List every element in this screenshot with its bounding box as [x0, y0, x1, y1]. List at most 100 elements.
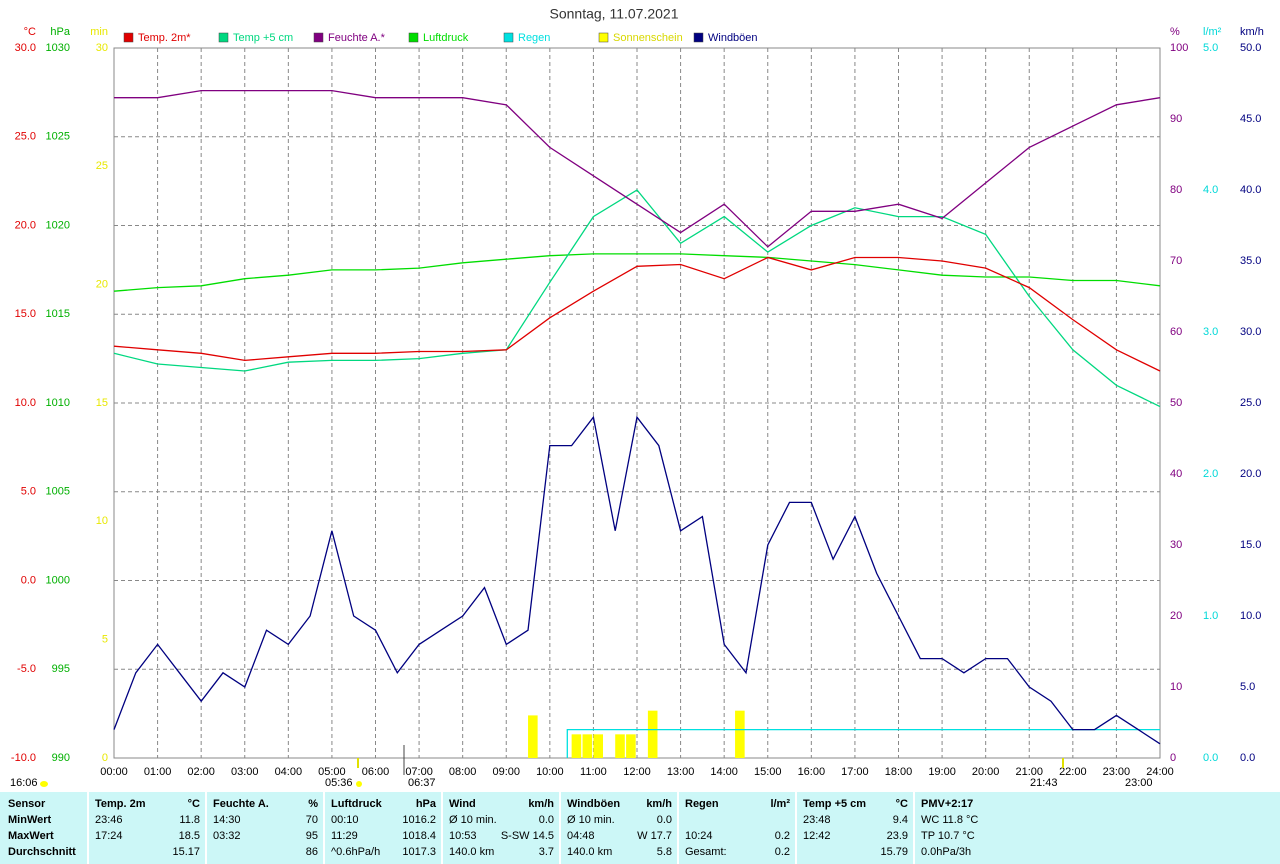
- stats-cell: 03:32: [213, 830, 241, 842]
- stats-cell: 15.17: [172, 846, 200, 858]
- x-tick-label: 06:00: [362, 766, 390, 778]
- stats-cell: 14:30: [213, 814, 241, 826]
- x-tick-label: 03:00: [231, 766, 259, 778]
- chart-title: Sonntag, 11.07.2021: [550, 6, 679, 22]
- legend-label: Regen: [518, 32, 550, 44]
- y-tick-label: 0.0: [1203, 752, 1218, 764]
- stats-cell: 140.0 km: [567, 846, 613, 858]
- stats-cell: km/h: [528, 798, 554, 810]
- y-tick-label: -5.0: [17, 663, 36, 675]
- y-tick-label: 2.0: [1203, 468, 1218, 480]
- stats-cell: 0.2: [774, 830, 790, 842]
- axis-label: km/h: [1240, 26, 1264, 38]
- legend-swatch: [408, 32, 419, 43]
- legend-swatch: [123, 32, 134, 43]
- stats-cell: 3.7: [538, 846, 554, 858]
- stats-cell: MinWert: [8, 814, 52, 826]
- x-tick-label: 18:00: [885, 766, 913, 778]
- column-separator: [559, 792, 561, 864]
- legend-label: Temp +5 cm: [233, 32, 293, 44]
- x-tick-label: 21:00: [1015, 766, 1043, 778]
- y-tick-label: 1000: [46, 574, 70, 586]
- y-tick-label: 25.0: [15, 131, 36, 143]
- stats-cell: Durchschnitt: [8, 846, 76, 858]
- stats-cell: 0.0hPa/3h: [921, 846, 972, 858]
- stats-cell: 140.0 km: [449, 846, 495, 858]
- y-tick-label: 45.0: [1240, 113, 1261, 125]
- stats-cell: WC 11.8 °C: [921, 814, 979, 826]
- stats-cell: 10:53: [449, 830, 477, 842]
- stats-cell: 1016.2: [402, 814, 436, 826]
- stats-cell: 15.79: [880, 846, 908, 858]
- stats-cell: TP 10.7 °C: [921, 830, 975, 842]
- legend-label: Windböen: [708, 32, 758, 44]
- y-tick-label: 5.0: [21, 486, 36, 498]
- stats-cell: Luftdruck: [331, 798, 382, 810]
- y-tick-label: 30: [1170, 539, 1182, 551]
- stats-cell: 04:48: [567, 830, 595, 842]
- stats-cell: 12:42: [803, 830, 831, 842]
- x-tick-label: 07:00: [405, 766, 433, 778]
- stats-cell: °C: [187, 798, 200, 810]
- annotation: 21:43: [1030, 777, 1058, 789]
- stats-cell: 95: [305, 830, 318, 842]
- annotation: 23:00: [1125, 777, 1153, 789]
- stats-cell: 5.8: [656, 846, 672, 858]
- series-line: [113, 256, 1161, 372]
- annotation: 16:06: [10, 777, 38, 789]
- y-tick-label: 100: [1170, 42, 1188, 54]
- stats-cell: 10:24: [685, 830, 713, 842]
- x-tick-label: 12:00: [623, 766, 651, 778]
- stats-cell: 70: [305, 814, 318, 826]
- y-tick-label: 1030: [46, 42, 70, 54]
- y-tick-label: 1.0: [1203, 610, 1218, 622]
- legend-swatch: [218, 32, 229, 43]
- sunshine-bar: [615, 734, 625, 758]
- column-separator: [323, 792, 325, 864]
- stats-cell: %: [308, 798, 318, 810]
- y-tick-label: 20: [96, 279, 108, 291]
- x-tick-label: 05:00: [318, 766, 346, 778]
- sunshine-bar: [593, 734, 604, 758]
- x-tick-label: 24:00: [1146, 766, 1174, 778]
- axis-label: %: [1170, 26, 1180, 38]
- stats-cell: l/m²: [770, 798, 790, 810]
- stats-cell: 1018.4: [402, 830, 436, 842]
- y-tick-label: 1020: [46, 219, 70, 231]
- annotation: 05:36: [325, 777, 353, 789]
- y-tick-label: 30.0: [1240, 326, 1261, 338]
- x-tick-label: 17:00: [841, 766, 869, 778]
- y-tick-label: 0: [102, 752, 108, 764]
- stats-cell: Wind: [449, 798, 476, 810]
- y-tick-label: 1015: [46, 308, 70, 320]
- y-tick-label: 1025: [46, 131, 70, 143]
- chart: Sonntag, 11.07.2021 00:00 01:00 02:00 03:00…: [10, 6, 1264, 789]
- legend-label: Luftdruck: [423, 32, 469, 44]
- series-line: [114, 89, 1161, 248]
- column-separator: [795, 792, 797, 864]
- x-tick-label: 00:00: [100, 766, 128, 778]
- y-tick-label: 50.0: [1240, 42, 1261, 54]
- y-tick-label: 1010: [46, 397, 70, 409]
- y-tick-label: 20.0: [15, 219, 36, 231]
- stats-cell: 9.4: [892, 814, 908, 826]
- y-tick-label: 0.0: [21, 574, 36, 586]
- y-tick-label: 15: [96, 397, 108, 409]
- legend-swatch: [693, 32, 704, 43]
- y-tick-label: 20: [1170, 610, 1182, 622]
- y-tick-label: 35.0: [1240, 255, 1261, 267]
- stats-cell: 11:29: [331, 830, 358, 842]
- y-tick-label: 60: [1170, 326, 1182, 338]
- x-tick-label: 15:00: [754, 766, 782, 778]
- stats-cell: 23:48: [803, 814, 831, 826]
- x-tick-label: 04:00: [275, 766, 303, 778]
- stats-cell: 86: [305, 846, 318, 858]
- sunshine-bar: [647, 710, 658, 758]
- legend-label: Sonnenschein: [613, 32, 683, 44]
- y-tick-label: 80: [1170, 184, 1182, 196]
- x-tick-label: 23:00: [1103, 766, 1131, 778]
- stats-cell: 00:10: [331, 814, 359, 826]
- y-tick-label: 70: [1170, 255, 1182, 267]
- y-tick-label: 990: [52, 752, 70, 764]
- y-tick-label: 30.0: [15, 42, 36, 54]
